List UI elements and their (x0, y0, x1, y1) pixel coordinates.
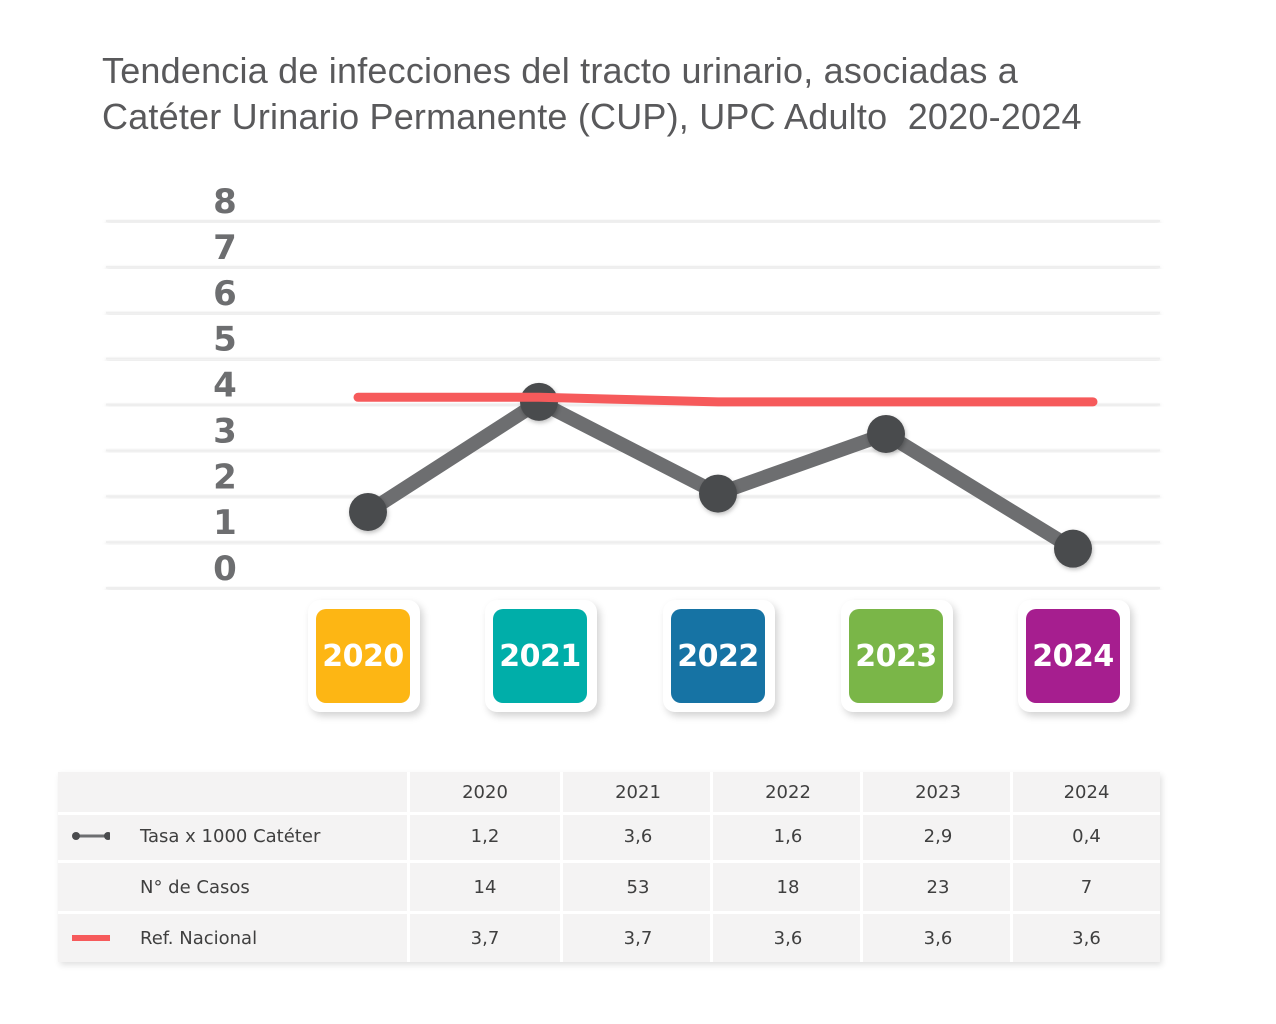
year-badge-2022: 2022 (671, 609, 765, 703)
grid-line (106, 220, 1160, 222)
year-badge-2020: 2020 (316, 609, 410, 703)
table-header-cell: 2022 (765, 781, 811, 803)
grid-line (106, 587, 1160, 589)
table-cell: 1,6 (773, 825, 803, 847)
table-header-cell: 2020 (462, 781, 508, 803)
chart-title-line-2: Catéter Urinario Permanente (CUP), UPC A… (102, 96, 1082, 137)
y-tick-label: 4 (213, 366, 237, 406)
y-tick-label: 2 (213, 457, 237, 497)
series-line-ref-nacional (353, 392, 1098, 407)
table-divider (1010, 772, 1013, 962)
line-marker-icon (72, 832, 110, 840)
chart-title: Tendencia de infecciones del tracto urin… (102, 48, 1222, 140)
table-divider (860, 772, 863, 962)
table-divider (710, 772, 713, 962)
red-line-icon (72, 935, 110, 941)
data-point-tasa (349, 492, 387, 531)
table-cell: 14 (473, 876, 497, 898)
table-cell: 0,4 (1072, 825, 1101, 847)
table-row: N° de Casos 14 53 18 23 7 (58, 863, 1160, 914)
table-cell: 3,6 (923, 927, 953, 949)
table-cell: 53 (626, 876, 650, 898)
data-table: 2020 2021 2022 2023 2024 Tasa x 1000 Cat… (58, 772, 1160, 962)
table-header-cell: 2024 (1063, 781, 1110, 803)
table-divider (407, 772, 410, 962)
table-cell: 3,7 (623, 927, 653, 949)
data-point-tasa (1054, 529, 1092, 568)
table-header-row: 2020 2021 2022 2023 2024 (58, 772, 1160, 815)
year-badge-2024: 2024 (1026, 609, 1120, 703)
table-row: Tasa x 1000 Catéter 1,2 3,6 1,6 2,9 0,4 (58, 812, 1160, 863)
year-badge-2021: 2021 (493, 609, 587, 703)
table-cell: 3,6 (773, 927, 803, 949)
table-header-cell: 2023 (915, 781, 961, 803)
grid-bands (106, 174, 1160, 589)
table-cell: 3,6 (1072, 927, 1101, 949)
series (349, 382, 1098, 568)
y-tick-label: 5 (213, 320, 237, 360)
line-chart: 0 1 2 3 4 5 6 7 8 (106, 174, 1160, 589)
table-divider (560, 772, 563, 962)
year-badge-2023: 2023 (849, 609, 943, 703)
y-tick-label: 8 (213, 182, 237, 222)
table-cell: 1,2 (470, 825, 500, 847)
y-axis-ticks: 0 1 2 3 4 5 6 7 8 (213, 182, 237, 589)
y-tick-label: 7 (213, 228, 237, 268)
table-cell: 2,9 (923, 825, 953, 847)
chart-title-line-1: Tendencia de infecciones del tracto urin… (102, 50, 1018, 91)
table-cell: 7 (1080, 876, 1093, 898)
y-tick-label: 3 (213, 411, 237, 451)
table-cell: 18 (776, 876, 800, 898)
table-cell: 23 (926, 876, 950, 898)
data-point-tasa (699, 474, 737, 513)
table-row-label: N° de Casos (140, 876, 250, 898)
data-point-tasa (867, 414, 905, 453)
grid-line (106, 311, 1160, 314)
table-row-label: Tasa x 1000 Catéter (140, 825, 321, 847)
grid-line (106, 357, 1160, 360)
grid-line (106, 541, 1160, 544)
table-cell: 3,7 (470, 927, 500, 949)
y-tick-label: 1 (213, 503, 237, 543)
table-header-cell: 2021 (615, 781, 661, 803)
grid-line (106, 495, 1160, 498)
table-cell: 3,6 (623, 825, 653, 847)
y-tick-label: 6 (213, 274, 237, 314)
table-row-label: Ref. Nacional (140, 927, 258, 949)
plot-area (106, 174, 1160, 589)
table-row: Ref. Nacional 3,7 3,7 3,6 3,6 3,6 (58, 914, 1160, 962)
grid-line (106, 403, 1160, 406)
data-point-tasa (520, 382, 558, 421)
y-tick-label: 0 (213, 549, 237, 589)
grid-line (106, 265, 1160, 268)
